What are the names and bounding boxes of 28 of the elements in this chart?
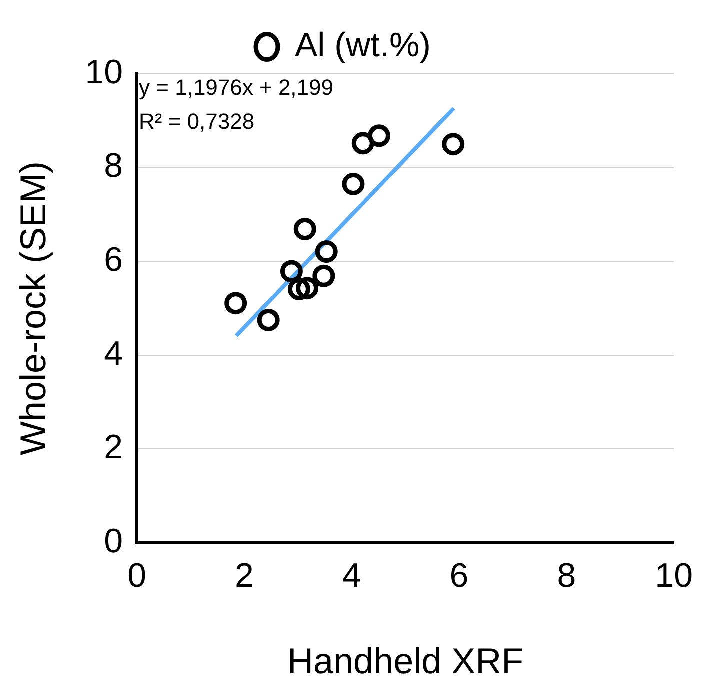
point [288,278,310,301]
point [352,132,374,155]
point [342,172,365,196]
x-tick-label: 8 [557,556,576,595]
point [257,308,280,332]
point [312,264,336,288]
x-tick-label: 10 [655,556,694,595]
point [315,240,338,263]
point [280,260,303,283]
x-axis-title: Handheld XRF [287,640,524,682]
point [368,124,390,148]
annotation: y = 1,1976x + 2,199 [139,75,334,100]
y-axis-title: Whole-rock (SEM) [12,161,54,456]
point [294,218,316,240]
point [296,277,319,300]
y-tick-label: 2 [104,428,124,467]
point [442,133,465,156]
annotation: R² = 0,7328 [139,109,255,134]
y-tick-label: 0 [104,522,124,560]
y-tick-label: 8 [104,147,124,186]
y-tick-label: 10 [85,53,124,92]
legend-label: Al (wt.%) [295,26,431,64]
x-tick-label: 2 [234,556,254,595]
y-tick-label: 6 [104,240,124,279]
y-tick-label: 4 [104,334,124,373]
x-tick-label: 4 [342,556,362,595]
x-tick-label: 6 [450,556,469,595]
point [224,292,248,315]
